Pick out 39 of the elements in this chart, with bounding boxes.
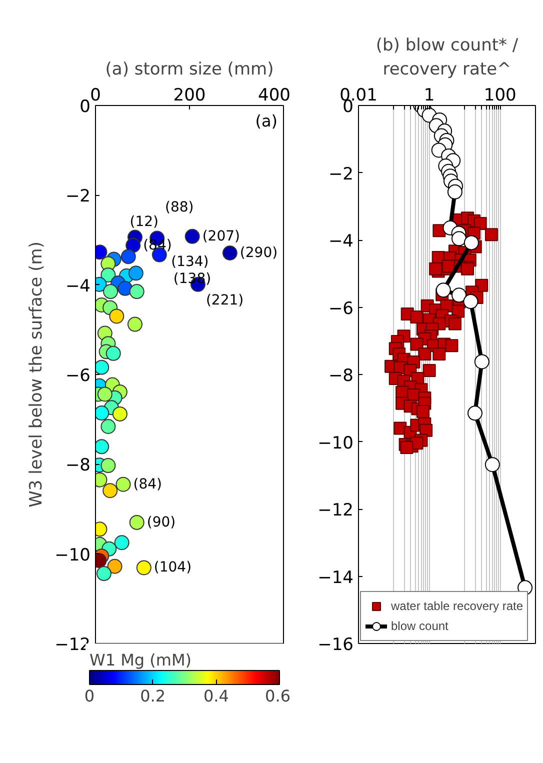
annotation: (90) bbox=[146, 514, 176, 530]
y-tick-label: −10 bbox=[318, 433, 354, 454]
annotation: (a) bbox=[255, 112, 278, 130]
color-bar-label: 0.2 bbox=[140, 686, 166, 706]
annotation: (12) bbox=[130, 214, 158, 230]
annotation: (88) bbox=[164, 199, 194, 216]
annotation: (84) bbox=[133, 476, 162, 492]
y-tick-label: −10 bbox=[54, 545, 91, 566]
y-tick-label: −6 bbox=[65, 366, 90, 386]
y-tick-label: −2 bbox=[328, 164, 354, 184]
annotation: (207) bbox=[202, 228, 240, 244]
color-bar-label: 0.6 bbox=[265, 686, 291, 706]
y-tick-label: −6 bbox=[328, 298, 354, 319]
y-tick-label: −16 bbox=[318, 635, 354, 655]
y-tick-label: −4 bbox=[65, 276, 90, 296]
legend-label: water table recovery rate bbox=[391, 599, 524, 613]
x-tick-label: 400 bbox=[258, 86, 291, 106]
annotation: (138) bbox=[173, 270, 212, 287]
x-tick-label: 1 bbox=[424, 86, 435, 106]
annotation: (290) bbox=[240, 245, 278, 261]
x-tick-label: 200 bbox=[173, 86, 206, 106]
x-tick-label: 100 bbox=[484, 86, 516, 106]
y-tick-label: −12 bbox=[54, 635, 91, 655]
annotation: (221) bbox=[206, 292, 244, 308]
annotation: (84) bbox=[143, 237, 172, 254]
color-bar-label: 0.4 bbox=[203, 686, 229, 706]
y-tick-label: −12 bbox=[318, 500, 354, 520]
annotation: (134) bbox=[171, 254, 209, 270]
y-axis-title: W3 level below the surface (m) bbox=[26, 242, 47, 508]
y-tick-label: −4 bbox=[328, 232, 354, 252]
x-axis-title: (b) blow count* / recovery rate^ bbox=[376, 36, 518, 80]
color-bar-title: W1 Mg (mM) bbox=[90, 650, 192, 670]
y-tick-label: −14 bbox=[318, 568, 354, 588]
y-tick-label: −8 bbox=[328, 366, 354, 386]
legend-label: blow count bbox=[391, 619, 448, 633]
x-axis-title: (a) storm size (mm) bbox=[105, 60, 274, 80]
y-tick-label: −8 bbox=[65, 456, 90, 476]
annotation: (104) bbox=[154, 560, 192, 576]
y-tick-label: −2 bbox=[65, 186, 90, 207]
